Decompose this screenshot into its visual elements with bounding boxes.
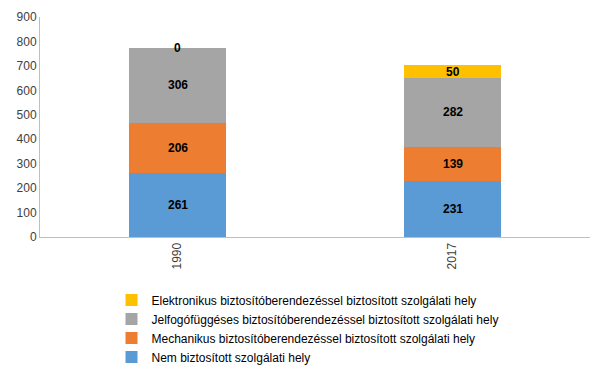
svg-text:300: 300 bbox=[17, 157, 37, 171]
svg-text:Jelfogófüggéses biztosítóberen: Jelfogófüggéses biztosítóberendezéssel b… bbox=[152, 313, 499, 327]
svg-text:800: 800 bbox=[17, 35, 37, 49]
svg-text:200: 200 bbox=[17, 181, 37, 195]
svg-text:Mechanikus biztosítóberendezés: Mechanikus biztosítóberendezéssel biztos… bbox=[152, 332, 476, 346]
svg-text:139: 139 bbox=[443, 157, 463, 171]
svg-text:700: 700 bbox=[17, 59, 37, 73]
svg-text:206: 206 bbox=[168, 141, 188, 155]
svg-text:1990: 1990 bbox=[170, 242, 184, 269]
svg-text:500: 500 bbox=[17, 108, 37, 122]
svg-text:100: 100 bbox=[17, 206, 37, 220]
svg-text:400: 400 bbox=[17, 132, 37, 146]
svg-text:306: 306 bbox=[168, 78, 188, 92]
svg-text:Elektronikus biztosítóberendez: Elektronikus biztosítóberendezéssel bizt… bbox=[152, 294, 477, 308]
svg-text:231: 231 bbox=[443, 202, 463, 216]
svg-text:50: 50 bbox=[446, 65, 460, 79]
svg-text:Nem biztosított szolgálati hel: Nem biztosított szolgálati hely bbox=[152, 351, 311, 365]
svg-text:261: 261 bbox=[168, 198, 188, 212]
svg-text:0: 0 bbox=[174, 41, 181, 55]
svg-text:900: 900 bbox=[17, 10, 37, 24]
svg-text:2017: 2017 bbox=[445, 242, 459, 269]
svg-text:0: 0 bbox=[30, 230, 37, 244]
svg-text:282: 282 bbox=[443, 105, 463, 119]
svg-text:600: 600 bbox=[17, 84, 37, 98]
